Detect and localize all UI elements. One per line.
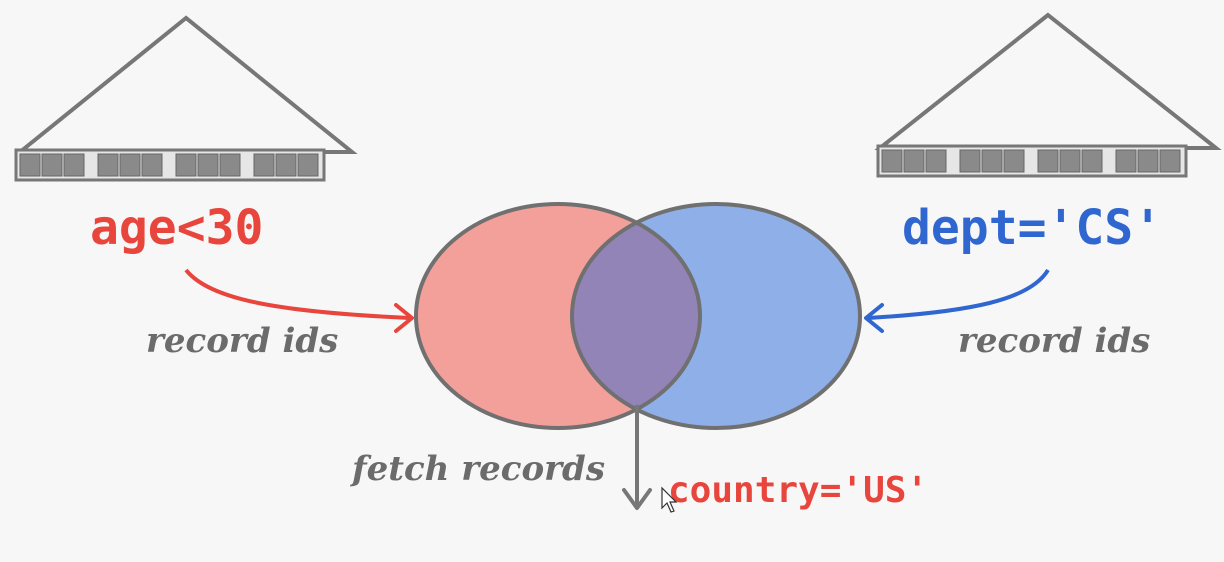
left-predicate: age<30 [90, 200, 263, 256]
right-leaf-cell [1003, 149, 1025, 173]
right-record-ids-arrow [864, 268, 1050, 333]
right-leaf-cell [1115, 149, 1137, 173]
left-leaf-cell [275, 153, 297, 177]
right-leaf-cell [903, 149, 925, 173]
left-leaf-nodes [14, 148, 326, 182]
fetch-records-arrow [622, 405, 652, 510]
left-record-ids-label: record ids [146, 321, 338, 361]
left-leaf-cell [197, 153, 219, 177]
fetch-records-label: fetch records [350, 449, 605, 489]
right-set-outline [570, 202, 862, 430]
left-record-ids-arrow [184, 268, 414, 333]
right-leaf-cell [959, 149, 981, 173]
left-leaf-cell [141, 153, 163, 177]
intersection-region [572, 204, 700, 428]
left-leaf-cell [219, 153, 241, 177]
left-leaf-cell [119, 153, 141, 177]
left-set-outline [414, 202, 702, 430]
right-btree-index [874, 12, 1222, 178]
left-leaf-cell [297, 153, 319, 177]
right-tree-triangle [874, 12, 1222, 150]
left-leaf-cell [41, 153, 63, 177]
left-tree-triangle [14, 15, 358, 154]
right-leaf-cell [1059, 149, 1081, 173]
left-btree-index [14, 15, 358, 182]
left-leaf-cell [97, 153, 119, 177]
filter-predicate: country='US' [668, 470, 928, 511]
record-id-venn [414, 202, 862, 430]
right-leaf-cell [1137, 149, 1159, 173]
mouse-cursor-icon [661, 486, 678, 513]
right-leaf-cell [1081, 149, 1103, 173]
left-leaf-cell [63, 153, 85, 177]
right-leaf-cell [981, 149, 1003, 173]
right-leaf-cell [1159, 149, 1181, 173]
right-leaf-cell [1037, 149, 1059, 173]
left-leaf-cell [253, 153, 275, 177]
right-record-ids-label: record ids [958, 321, 1150, 361]
right-leaf-cell [881, 149, 903, 173]
right-predicate: dept='CS' [902, 200, 1162, 256]
left-leaf-cell [19, 153, 41, 177]
right-leaf-nodes [876, 144, 1188, 178]
right-leaf-cell [925, 149, 947, 173]
left-leaf-cell [175, 153, 197, 177]
